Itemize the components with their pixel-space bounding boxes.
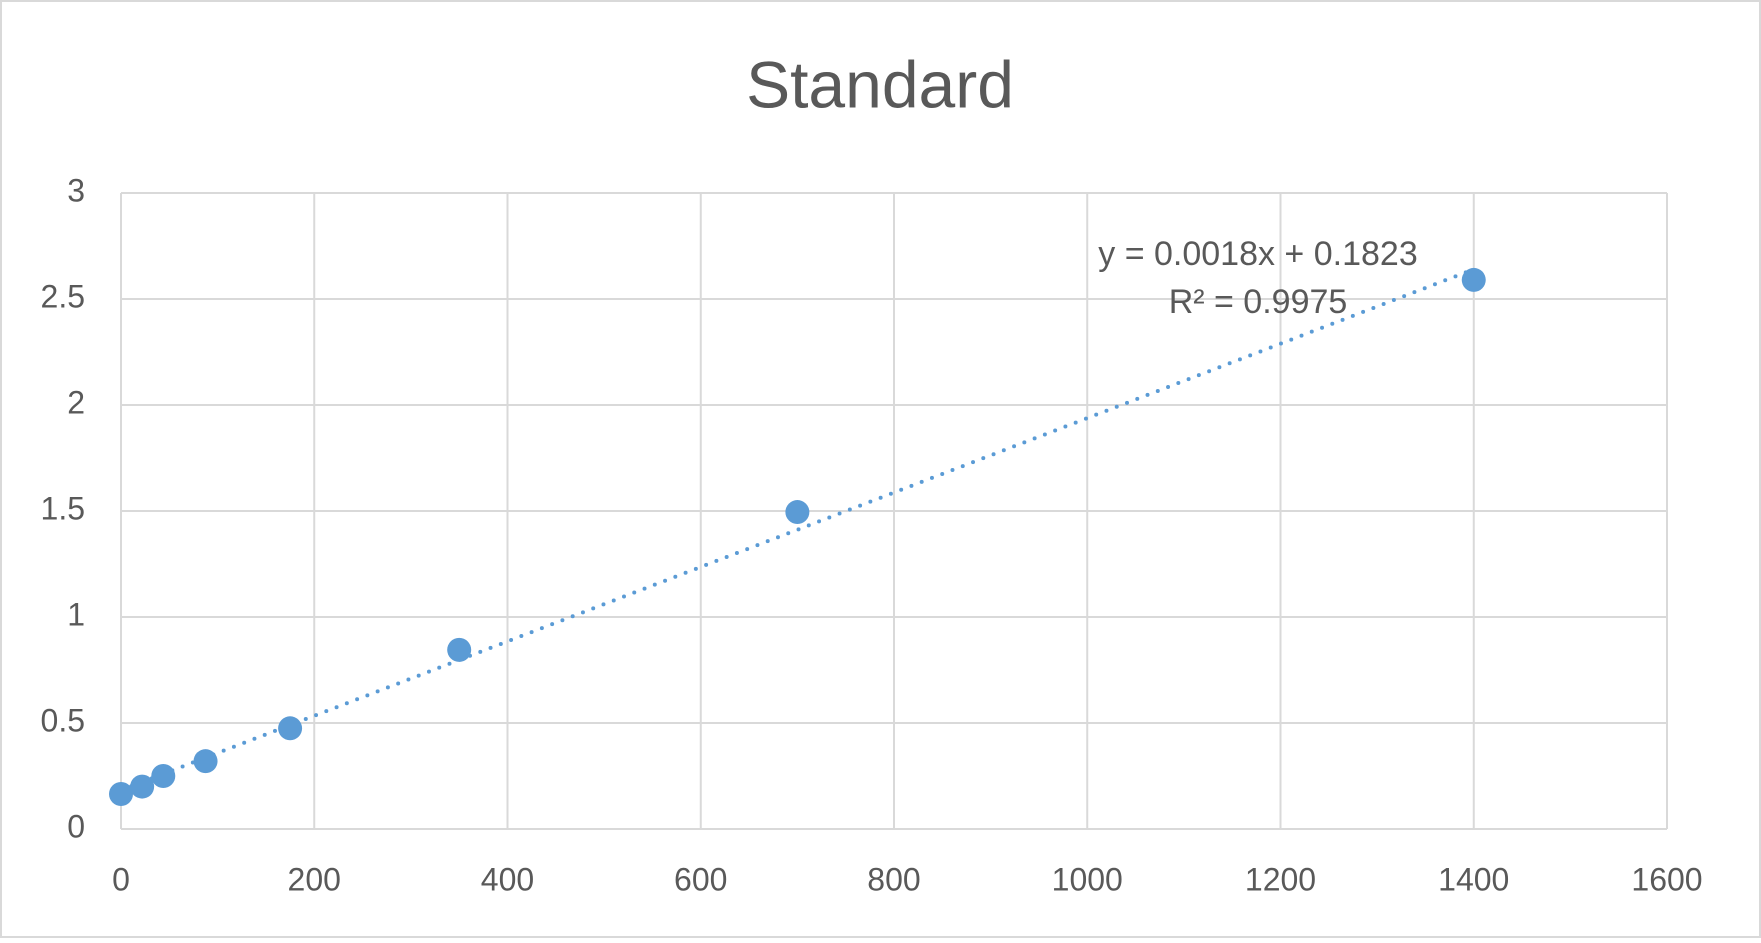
- x-tick-label: 200: [288, 861, 341, 897]
- y-tick-label: 0: [67, 808, 85, 844]
- marks: [109, 267, 1486, 807]
- data-point: [193, 749, 218, 774]
- trendline-equation: y = 0.0018x + 0.1823: [1098, 235, 1417, 273]
- data-point: [785, 500, 810, 525]
- trendline: [119, 267, 1476, 793]
- x-tick-label: 600: [674, 861, 727, 897]
- chart-title: Standard: [746, 47, 1014, 121]
- data-point: [130, 774, 155, 799]
- y-tick-label: 1: [67, 596, 85, 632]
- grid: 0 0.5 1 1.5 2 2.5 3 0 200 400 600 800 1000 1200 1400 16…: [41, 172, 1703, 897]
- y-tick-label: 0.5: [41, 702, 85, 738]
- data-point: [109, 782, 133, 807]
- data-point: [1461, 267, 1486, 292]
- x-tick-label: 1400: [1438, 861, 1509, 897]
- data-point: [278, 716, 303, 741]
- x-tick-label: 400: [481, 861, 534, 897]
- x-tick-label: 0: [112, 861, 130, 897]
- x-tick-label: 1600: [1631, 861, 1702, 897]
- x-tick-label: 1000: [1052, 861, 1123, 897]
- data-point: [151, 764, 176, 788]
- data-point: [447, 637, 472, 662]
- trendline-r-squared: R² = 0.9975: [1169, 283, 1348, 321]
- y-tick-label: 3: [67, 172, 85, 208]
- x-tick-label: 800: [867, 861, 920, 897]
- y-tick-label: 2: [67, 384, 85, 420]
- x-tick-label: 1200: [1245, 861, 1316, 897]
- y-tick-label: 1.5: [41, 490, 85, 526]
- y-tick-label: 2.5: [41, 278, 85, 314]
